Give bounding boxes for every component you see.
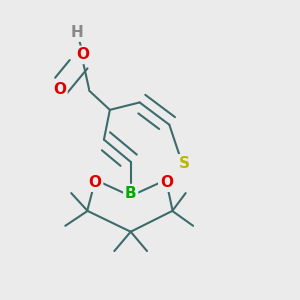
Text: O: O [76,47,90,62]
Text: O: O [53,82,66,97]
Text: O: O [88,175,101,190]
Text: S: S [179,156,190,171]
Text: O: O [160,175,173,190]
Text: B: B [125,186,136,201]
Text: H: H [71,25,84,40]
